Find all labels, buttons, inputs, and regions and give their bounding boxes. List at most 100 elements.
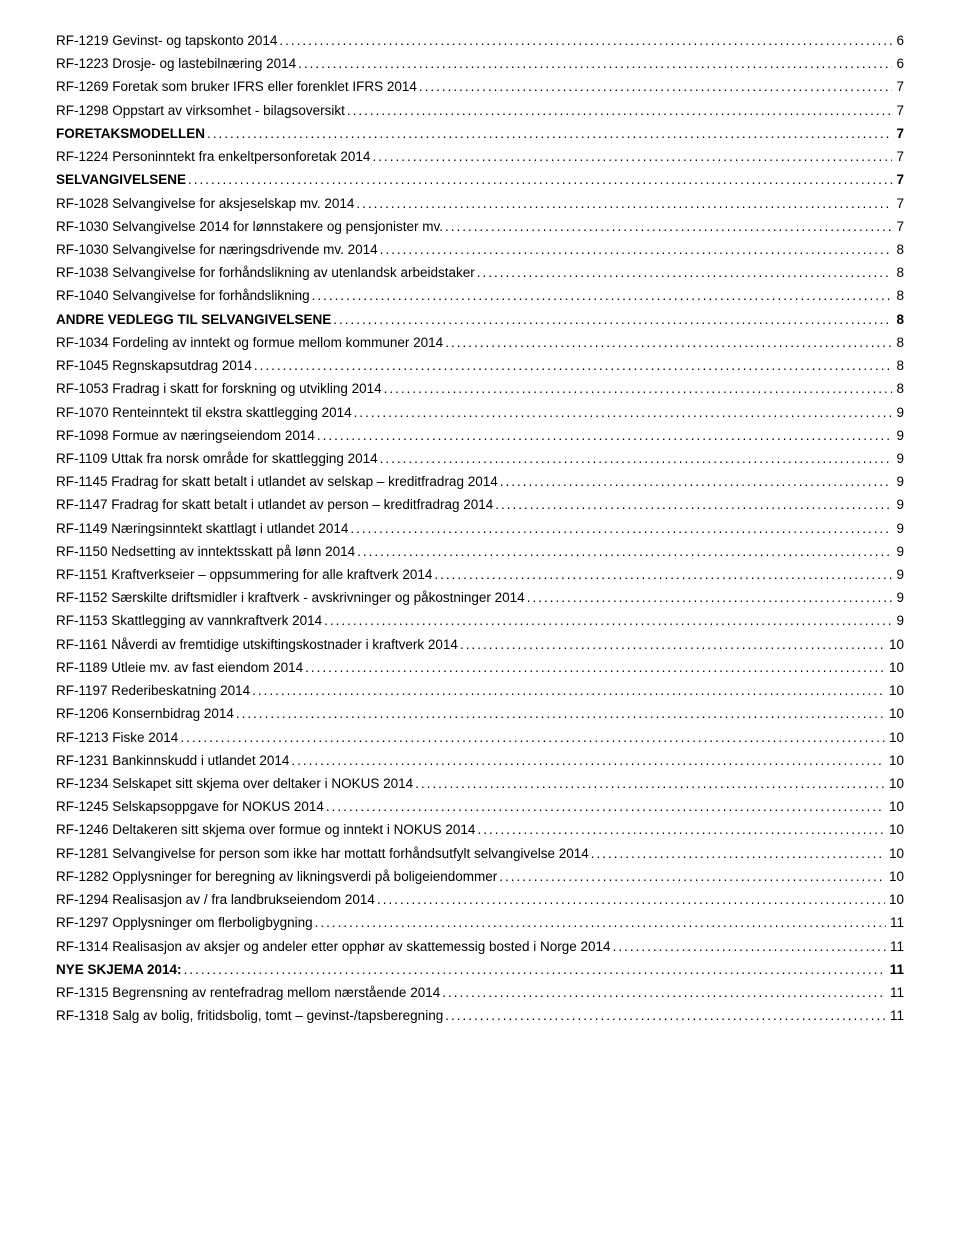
toc-entry[interactable]: RF-1098 Formue av næringseiendom 2014 9 (56, 427, 904, 445)
toc-entry-label: RF-1231 Bankinnskudd i utlandet 2014 (56, 752, 289, 770)
toc-entry[interactable]: RF-1150 Nedsetting av inntektsskatt på l… (56, 543, 904, 561)
toc-entry-label: RF-1245 Selskapsoppgave for NOKUS 2014 (56, 798, 324, 816)
toc-entry-page: 7 (892, 125, 904, 143)
toc-entry-label: RF-1224 Personinntekt fra enkeltpersonfo… (56, 148, 370, 166)
toc-leader-dots (345, 102, 893, 120)
toc-leader-dots (354, 195, 892, 213)
toc-entry-page: 9 (892, 450, 904, 468)
toc-leader-dots (234, 705, 885, 723)
toc-entry-page: 11 (886, 914, 904, 932)
toc-leader-dots (313, 914, 886, 932)
toc-entry-label: RF-1223 Drosje- og lastebilnæring 2014 (56, 55, 296, 73)
toc-entry[interactable]: RF-1314 Realisasjon av aksjer og andeler… (56, 938, 904, 956)
toc-entry[interactable]: RF-1151 Kraftverkseier – oppsummering fo… (56, 566, 904, 584)
toc-entry-page: 8 (892, 264, 904, 282)
toc-entry-label: RF-1028 Selvangivelse for aksjeselskap m… (56, 195, 354, 213)
toc-entry-label: FORETAKSMODELLEN (56, 125, 205, 143)
toc-leader-dots (315, 427, 893, 445)
toc-entry[interactable]: RF-1030 Selvangivelse for næringsdrivend… (56, 241, 904, 259)
toc-entry-page: 6 (892, 55, 904, 73)
toc-entry-page: 11 (886, 1007, 904, 1025)
toc-entry-page: 10 (885, 705, 904, 723)
toc-entry[interactable]: RF-1298 Oppstart av virksomhet - bilagso… (56, 102, 904, 120)
toc-entry[interactable]: RF-1281 Selvangivelse for person som ikk… (56, 845, 904, 863)
toc-entry-page: 8 (892, 334, 904, 352)
toc-entry-page: 7 (892, 171, 904, 189)
toc-entry[interactable]: RF-1246 Deltakeren sitt skjema over form… (56, 821, 904, 839)
toc-leader-dots (475, 264, 893, 282)
toc-entry[interactable]: RF-1109 Uttak fra norsk område for skatt… (56, 450, 904, 468)
toc-entry[interactable]: RF-1028 Selvangivelse for aksjeselskap m… (56, 195, 904, 213)
toc-leader-dots (525, 589, 893, 607)
toc-entry[interactable]: RF-1145 Fradrag for skatt betalt i utlan… (56, 473, 904, 491)
toc-entry[interactable]: RF-1245 Selskapsoppgave for NOKUS 2014 1… (56, 798, 904, 816)
toc-entry[interactable]: RF-1053 Fradrag i skatt for forskning og… (56, 380, 904, 398)
toc-entry-label: RF-1282 Opplysninger for beregning av li… (56, 868, 497, 886)
toc-entry[interactable]: RF-1224 Personinntekt fra enkeltpersonfo… (56, 148, 904, 166)
toc-entry[interactable]: RF-1213 Fiske 2014 10 (56, 729, 904, 747)
toc-entry[interactable]: RF-1223 Drosje- og lastebilnæring 2014 6 (56, 55, 904, 73)
toc-leader-dots (370, 148, 892, 166)
toc-leader-dots (289, 752, 885, 770)
toc-entry[interactable]: SELVANGIVELSENE 7 (56, 171, 904, 189)
toc-entry[interactable]: RF-1197 Rederibeskatning 2014 10 (56, 682, 904, 700)
toc-entry-page: 8 (892, 287, 904, 305)
toc-leader-dots (493, 496, 892, 514)
toc-entry-label: RF-1070 Renteinntekt til ekstra skattleg… (56, 404, 352, 422)
toc-entry-page: 8 (892, 311, 904, 329)
toc-leader-dots (252, 357, 893, 375)
toc-leader-dots (277, 32, 892, 50)
toc-entry[interactable]: RF-1269 Foretak som bruker IFRS eller fo… (56, 78, 904, 96)
toc-leader-dots (186, 171, 892, 189)
toc-entry[interactable]: RF-1318 Salg av bolig, fritidsbolig, tom… (56, 1007, 904, 1025)
toc-entry-page: 10 (885, 775, 904, 793)
toc-entry-page: 10 (885, 729, 904, 747)
toc-entry[interactable]: RF-1040 Selvangivelse for forhåndsliknin… (56, 287, 904, 305)
toc-entry[interactable]: RF-1297 Opplysninger om flerboligbygning… (56, 914, 904, 932)
toc-entry-page: 11 (886, 961, 904, 979)
toc-entry-page: 9 (892, 473, 904, 491)
toc-entry[interactable]: RF-1152 Særskilte driftsmidler i kraftve… (56, 589, 904, 607)
toc-entry-page: 11 (886, 938, 904, 956)
toc-entry[interactable]: ANDRE VEDLEGG TIL SELVANGIVELSENE 8 (56, 311, 904, 329)
toc-leader-dots (475, 821, 885, 839)
toc-leader-dots (443, 334, 892, 352)
toc-entry-page: 10 (885, 821, 904, 839)
toc-entry[interactable]: RF-1147 Fradrag for skatt betalt i utlan… (56, 496, 904, 514)
toc-entry-page: 10 (885, 636, 904, 654)
toc-entry-page: 10 (885, 845, 904, 863)
toc-list: RF-1219 Gevinst- og tapskonto 2014 6 RF-1… (56, 32, 904, 1025)
toc-entry[interactable]: RF-1038 Selvangivelse for forhåndsliknin… (56, 264, 904, 282)
toc-entry[interactable]: RF-1294 Realisasjon av / fra landbruksei… (56, 891, 904, 909)
toc-entry[interactable]: RF-1030 Selvangivelse 2014 for lønnstake… (56, 218, 904, 236)
toc-entry[interactable]: RF-1149 Næringsinntekt skattlagt i utlan… (56, 520, 904, 538)
toc-entry[interactable]: RF-1034 Fordeling av inntekt og formue m… (56, 334, 904, 352)
toc-entry-page: 10 (885, 891, 904, 909)
toc-entry[interactable]: RF-1219 Gevinst- og tapskonto 2014 6 (56, 32, 904, 50)
toc-leader-dots (443, 218, 893, 236)
toc-leader-dots (443, 1007, 886, 1025)
toc-entry-page: 9 (892, 404, 904, 422)
toc-entry[interactable]: RF-1161 Nåverdi av fremtidige utskifting… (56, 636, 904, 654)
toc-entry[interactable]: RF-1206 Konsernbidrag 2014 10 (56, 705, 904, 723)
toc-entry[interactable]: RF-1234 Selskapet sitt skjema over delta… (56, 775, 904, 793)
toc-entry-label: RF-1040 Selvangivelse for forhåndsliknin… (56, 287, 310, 305)
toc-entry[interactable]: RF-1045 Regnskapsutdrag 2014 8 (56, 357, 904, 375)
toc-leader-dots (182, 961, 886, 979)
toc-entry[interactable]: RF-1153 Skattlegging av vannkraftverk 20… (56, 612, 904, 630)
toc-entry-label: RF-1281 Selvangivelse for person som ikk… (56, 845, 589, 863)
toc-entry-label: RF-1145 Fradrag for skatt betalt i utlan… (56, 473, 498, 491)
toc-entry-page: 10 (885, 752, 904, 770)
toc-entry[interactable]: FORETAKSMODELLEN 7 (56, 125, 904, 143)
toc-entry-label: SELVANGIVELSENE (56, 171, 186, 189)
toc-entry-label: RF-1213 Fiske 2014 (56, 729, 178, 747)
toc-entry[interactable]: RF-1070 Renteinntekt til ekstra skattleg… (56, 404, 904, 422)
toc-entry[interactable]: RF-1189 Utleie mv. av fast eiendom 2014 … (56, 659, 904, 677)
toc-entry[interactable]: NYE SKJEMA 2014: 11 (56, 961, 904, 979)
toc-entry[interactable]: RF-1231 Bankinnskudd i utlandet 2014 10 (56, 752, 904, 770)
toc-entry-page: 9 (892, 566, 904, 584)
toc-entry-label: RF-1161 Nåverdi av fremtidige utskifting… (56, 636, 458, 654)
toc-entry[interactable]: RF-1315 Begrensning av rentefradrag mell… (56, 984, 904, 1002)
toc-leader-dots (250, 682, 885, 700)
toc-entry[interactable]: RF-1282 Opplysninger for beregning av li… (56, 868, 904, 886)
